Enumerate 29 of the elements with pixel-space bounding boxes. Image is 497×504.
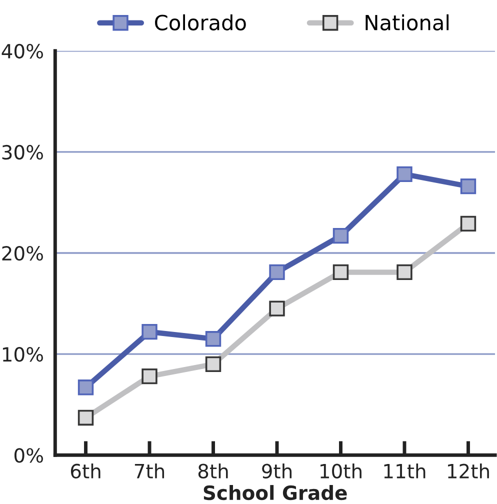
point: [460, 178, 476, 194]
x-tick-label: 7th: [134, 463, 164, 478]
legend-label: Colorado: [155, 14, 246, 30]
x-tick-label: 12th: [448, 463, 489, 478]
point: [78, 410, 94, 426]
point: [269, 300, 285, 316]
legend-label: National: [366, 14, 449, 30]
x-axis-title: School Grade: [204, 485, 347, 500]
x-tick-label: 11th: [384, 463, 426, 478]
y-tick-label: 0%: [14, 448, 43, 463]
x-tick-label: 8th: [198, 463, 228, 478]
x-tick-label: 10th: [320, 463, 362, 478]
y-tick-label: 30%: [2, 144, 43, 160]
y-tick-label: 40%: [2, 44, 43, 59]
point: [78, 380, 94, 396]
point: [396, 166, 412, 182]
point: [332, 264, 349, 280]
x-tick-label: 9th: [262, 463, 292, 478]
point: [142, 368, 158, 384]
x-tick-label: 6th: [70, 463, 100, 478]
y-tick-label: 20%: [2, 246, 43, 261]
point: [332, 228, 349, 244]
point: [396, 264, 412, 280]
point: [460, 216, 476, 232]
point: [205, 331, 222, 347]
point: [205, 356, 222, 372]
point: [142, 324, 158, 340]
y-tick-label: 10%: [2, 347, 43, 362]
point: [269, 264, 285, 280]
